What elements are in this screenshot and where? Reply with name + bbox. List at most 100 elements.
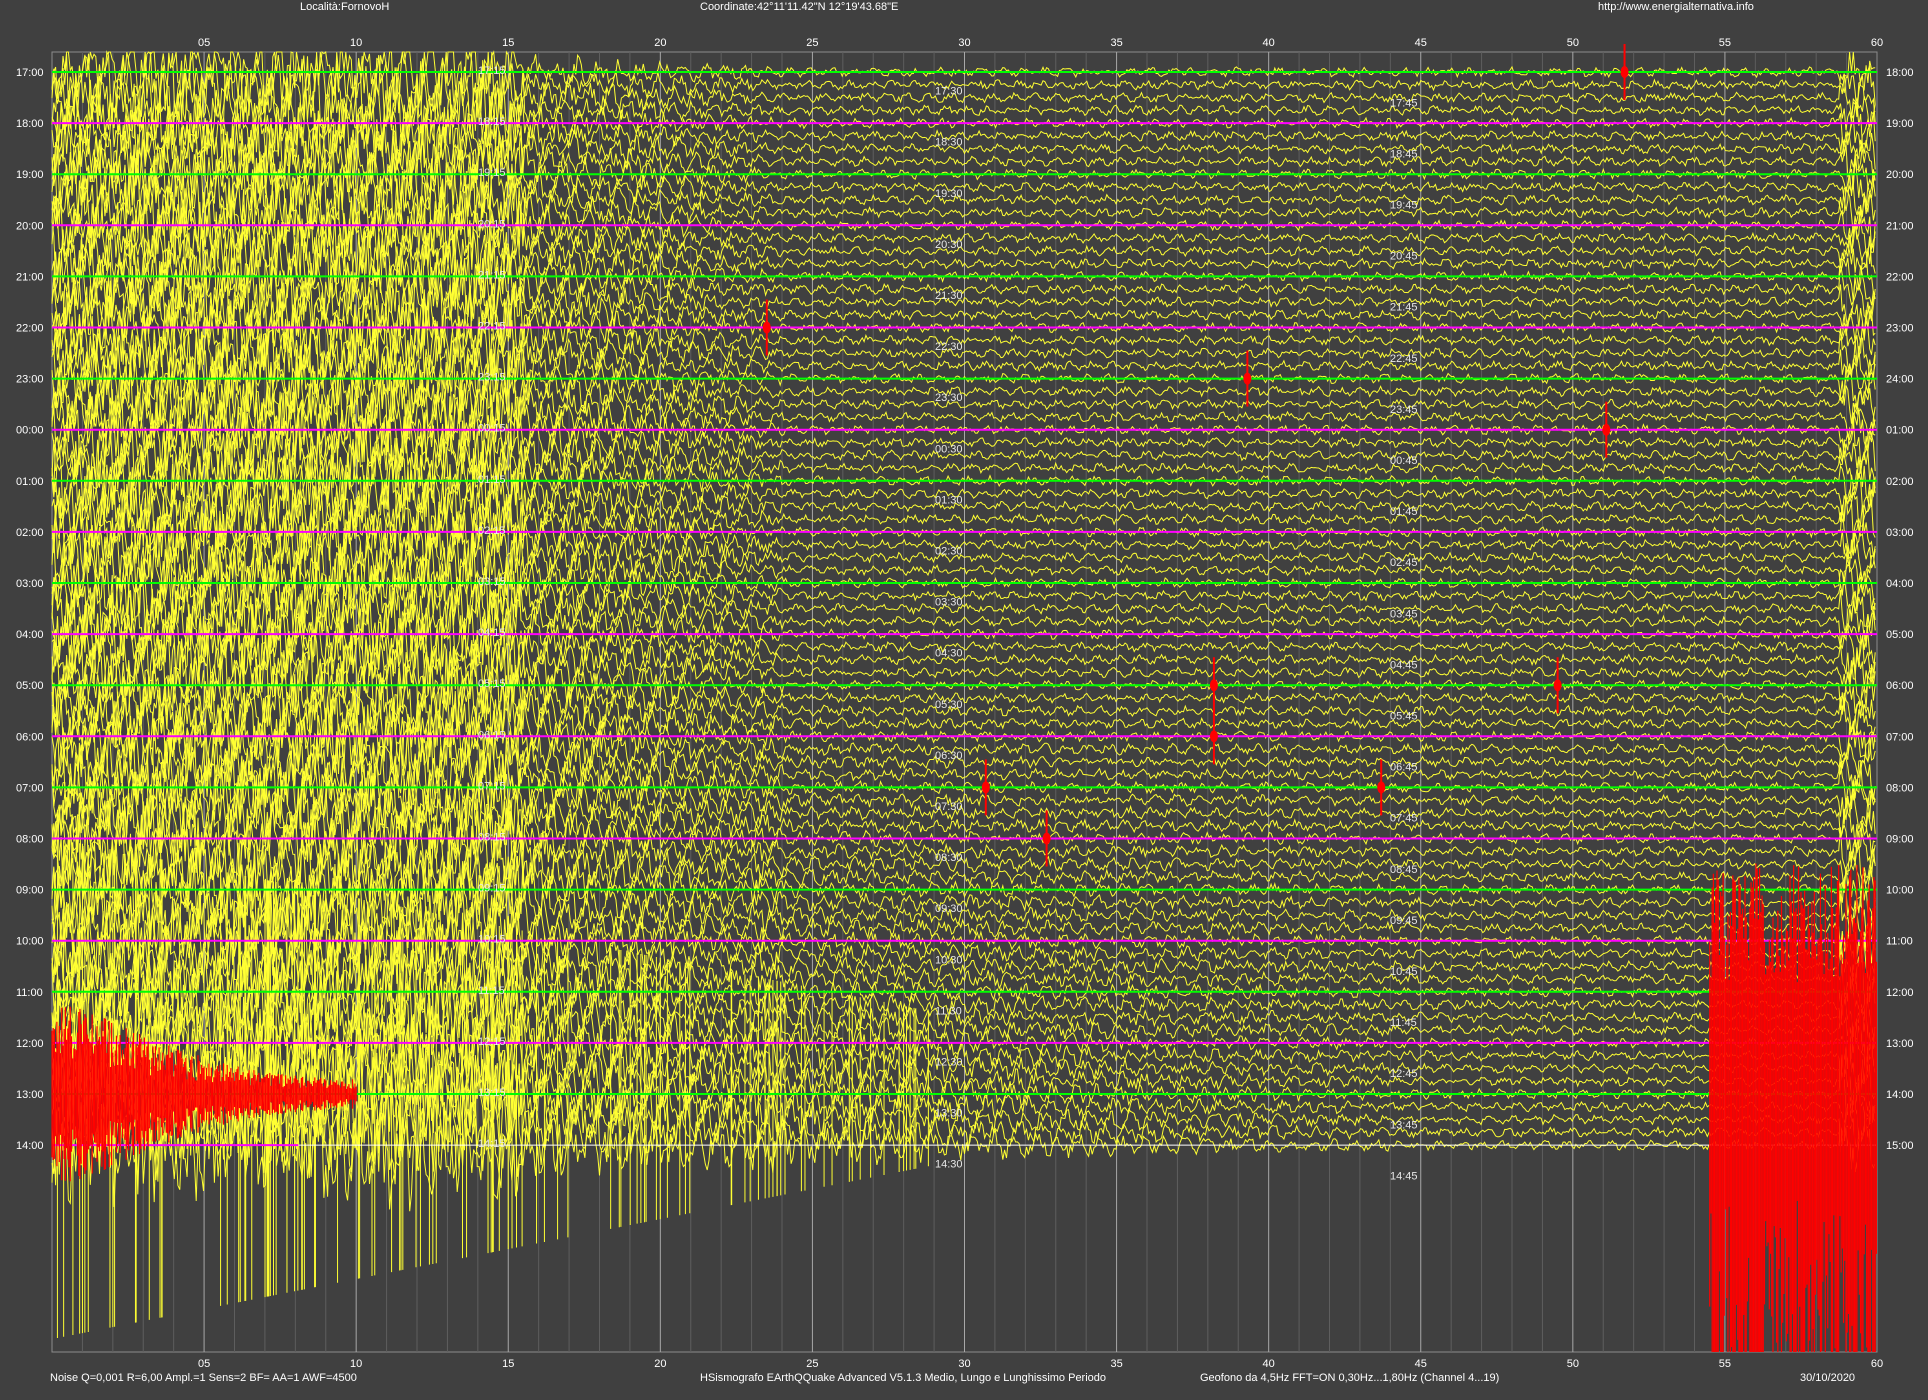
seismic-event-marker xyxy=(1042,832,1051,845)
quarter-label: 01:45 xyxy=(1390,506,1418,518)
seismic-trace xyxy=(51,865,1876,957)
y-label-right: 15:00 xyxy=(1886,1140,1914,1152)
seismic-trace xyxy=(51,373,1876,465)
website-label: http://www.energialternativa.info xyxy=(1598,1,1754,13)
y-label-right: 20:00 xyxy=(1886,169,1914,181)
seismic-trace xyxy=(51,675,1876,771)
seismic-trace xyxy=(51,391,1876,491)
seismic-trace xyxy=(51,907,1876,996)
seismic-event-marker xyxy=(1553,679,1562,692)
x-tick-label-top: 30 xyxy=(958,37,970,49)
quarter-label: 13:45 xyxy=(1390,1119,1418,1131)
x-tick-label-bottom: 35 xyxy=(1110,1358,1122,1370)
seismic-trace xyxy=(51,420,1876,513)
seismic-trace xyxy=(51,561,1876,656)
seismic-event-marker xyxy=(981,781,990,794)
quarter-label: 12:30 xyxy=(935,1056,963,1068)
x-tick-label-top: 40 xyxy=(1263,37,1275,49)
quarter-label: 21:15 xyxy=(478,269,506,281)
quarter-label: 04:30 xyxy=(935,648,963,660)
y-label-right: 01:00 xyxy=(1886,425,1914,437)
quarter-label: 19:15 xyxy=(478,167,506,179)
x-tick-label-top: 20 xyxy=(654,37,666,49)
y-label-left: 19:00 xyxy=(16,169,44,181)
seismic-trace xyxy=(51,831,1876,922)
seismic-trace xyxy=(51,501,1876,589)
x-tick-label-top: 50 xyxy=(1567,37,1579,49)
settings-label: Noise Q=0,001 R=6,00 Ampl.=1 Sens=2 BF= … xyxy=(50,1372,357,1384)
y-label-right: 10:00 xyxy=(1886,885,1914,897)
y-label-right: 24:00 xyxy=(1886,374,1914,386)
seismic-trace xyxy=(51,230,1876,325)
y-label-right: 06:00 xyxy=(1886,680,1914,692)
y-label-right: 02:00 xyxy=(1886,476,1914,488)
y-label-left: 22:00 xyxy=(16,323,44,335)
x-tick-label-top: 60 xyxy=(1871,37,1883,49)
x-tick-label-top: 25 xyxy=(806,37,818,49)
quarter-label: 04:45 xyxy=(1390,659,1418,671)
seismic-trace xyxy=(51,533,1876,627)
seismic-trace xyxy=(51,666,1876,761)
y-label-right: 05:00 xyxy=(1886,629,1914,641)
quarter-label: 02:45 xyxy=(1390,557,1418,569)
y-label-right: 23:00 xyxy=(1886,323,1914,335)
y-label-right: 08:00 xyxy=(1886,782,1914,794)
seismic-trace xyxy=(51,1081,1876,1212)
y-label-left: 08:00 xyxy=(16,834,44,846)
quarter-label: 10:30 xyxy=(935,954,963,966)
quarter-label: 20:45 xyxy=(1390,251,1418,263)
quarter-label: 21:30 xyxy=(935,290,963,302)
x-tick-label-top: 55 xyxy=(1719,37,1731,49)
quarter-label: 22:30 xyxy=(935,341,963,353)
quarter-label: 11:30 xyxy=(935,1005,962,1017)
quarter-label: 11:15 xyxy=(478,985,505,997)
seismic-trace xyxy=(51,690,1876,780)
seismic-trace xyxy=(51,998,1876,1107)
x-tick-label-top: 10 xyxy=(350,37,362,49)
quarter-label: 09:15 xyxy=(478,883,506,895)
y-label-right: 19:00 xyxy=(1886,118,1914,130)
quarter-label: 00:30 xyxy=(935,443,963,455)
seismic-event-marker xyxy=(1602,423,1611,436)
y-label-left: 06:00 xyxy=(16,731,44,743)
y-label-right: 13:00 xyxy=(1886,1038,1914,1050)
x-tick-label-bottom: 15 xyxy=(502,1358,514,1370)
seismic-trace xyxy=(51,802,1876,901)
seismic-trace xyxy=(51,206,1876,297)
y-label-left: 00:00 xyxy=(16,425,44,437)
y-label-right: 03:00 xyxy=(1886,527,1914,539)
seismic-trace xyxy=(51,163,1876,260)
y-label-left: 04:00 xyxy=(16,629,44,641)
y-label-left: 11:00 xyxy=(16,987,43,999)
quarter-label: 11:45 xyxy=(1390,1017,1417,1029)
quarter-label: 07:15 xyxy=(478,780,506,792)
x-tick-label-bottom: 50 xyxy=(1567,1358,1579,1370)
quarter-label: 01:15 xyxy=(478,474,506,486)
quarter-label: 18:45 xyxy=(1390,148,1418,160)
x-tick-label-bottom: 05 xyxy=(198,1358,210,1370)
seismic-trace xyxy=(51,152,1876,244)
quarter-label: 05:30 xyxy=(935,699,963,711)
y-label-left: 02:00 xyxy=(16,527,44,539)
y-label-left: 07:00 xyxy=(16,782,44,794)
seismic-trace xyxy=(51,1049,1876,1162)
seismic-trace xyxy=(51,90,1876,182)
software-label: HSismografo EArthQQuake Advanced V5.1.3 … xyxy=(700,1372,1107,1384)
quarter-label: 09:30 xyxy=(935,903,963,915)
event-layer xyxy=(51,44,1877,1352)
sensor-label: Geofono da 4,5Hz FFT=ON 0,30Hz...1,80Hz … xyxy=(1200,1372,1500,1384)
quarter-label: 03:15 xyxy=(478,576,506,588)
quarter-label: 00:15 xyxy=(478,423,506,435)
seismic-trace xyxy=(51,859,1876,950)
quarter-label: 06:30 xyxy=(935,750,963,762)
x-tick-label-top: 35 xyxy=(1110,37,1122,49)
quarter-label: 06:15 xyxy=(478,729,506,741)
quarter-label: 07:45 xyxy=(1390,813,1418,825)
x-tick-label-bottom: 40 xyxy=(1263,1358,1275,1370)
quarter-label: 23:45 xyxy=(1390,404,1418,416)
quarter-label: 12:45 xyxy=(1390,1068,1418,1080)
quarter-label: 18:15 xyxy=(478,116,506,128)
seismic-trace xyxy=(51,704,1876,800)
quarter-label: 22:45 xyxy=(1390,353,1418,365)
